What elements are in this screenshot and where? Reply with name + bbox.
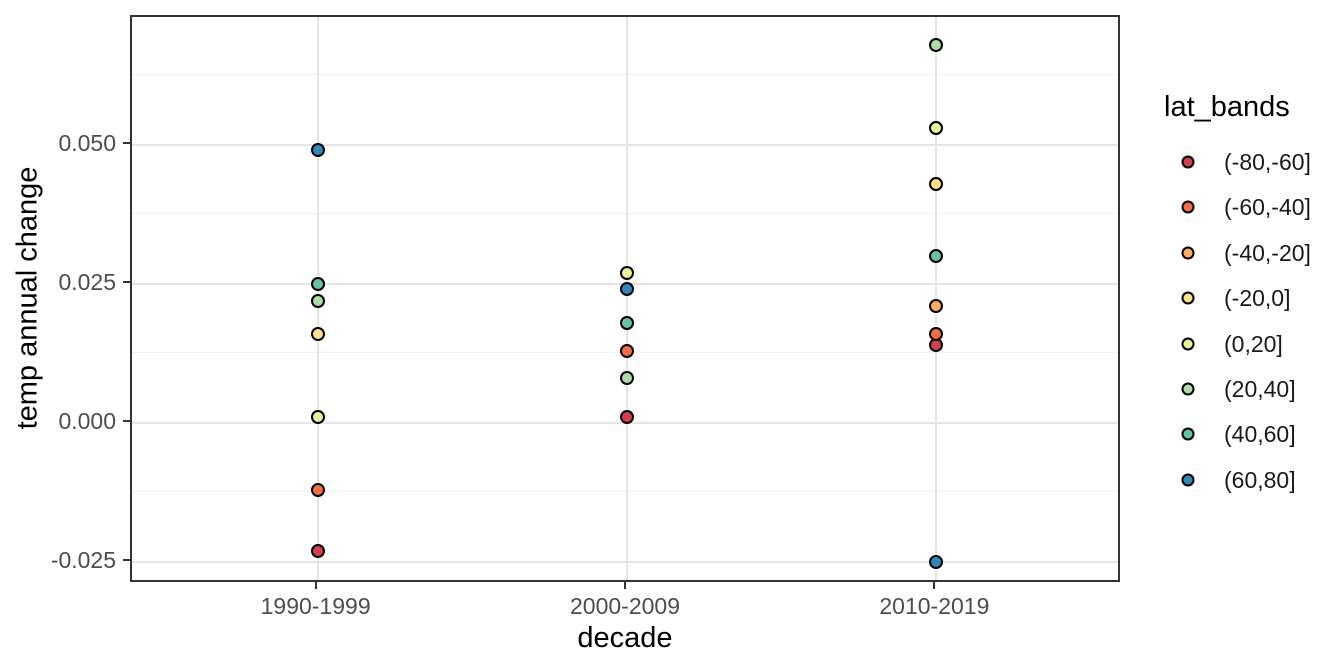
- x-tick-label: 2010-2019: [879, 593, 990, 619]
- minor-gridline: [132, 213, 1118, 215]
- major-gridline: [132, 560, 1118, 563]
- legend-swatch: [1181, 427, 1195, 441]
- data-point: [929, 326, 944, 341]
- category-gridline: [935, 17, 938, 580]
- legend-swatch: [1181, 291, 1195, 305]
- data-point: [620, 371, 634, 386]
- x-tick-label: 1990-1999: [260, 593, 371, 619]
- legend-item-label: (20,40]: [1224, 376, 1296, 402]
- legend-item-label: (-20,0]: [1224, 285, 1291, 312]
- y-axis-tick: [123, 419, 130, 422]
- legend-item-label: (-60,-40]: [1224, 194, 1311, 221]
- data-point: [929, 176, 944, 191]
- y-axis-tick: [123, 141, 130, 144]
- y-tick-label: -0.025: [50, 546, 116, 573]
- minor-gridline: [132, 491, 1118, 493]
- data-point: [620, 410, 634, 425]
- data-point: [929, 121, 944, 136]
- legend-swatch: [1181, 473, 1195, 487]
- data-point: [620, 343, 634, 358]
- data-point: [620, 315, 634, 330]
- x-axis-title: decade: [577, 622, 673, 654]
- data-point: [929, 249, 944, 264]
- data-point: [310, 293, 325, 308]
- legend-title: lat_bands: [1164, 91, 1290, 123]
- major-gridline: [132, 143, 1118, 146]
- legend-swatch: [1181, 200, 1195, 214]
- plot-panel: [130, 15, 1120, 582]
- category-gridline: [626, 17, 628, 580]
- data-point: [310, 482, 325, 497]
- legend-swatch: [1181, 155, 1195, 169]
- x-axis-tick: [624, 582, 626, 589]
- data-point: [310, 410, 325, 425]
- x-axis-tick: [314, 582, 317, 589]
- data-point: [929, 554, 944, 569]
- data-point: [310, 143, 325, 158]
- data-point: [620, 265, 634, 280]
- data-point: [929, 299, 944, 314]
- data-point: [929, 37, 944, 52]
- legend-swatch: [1181, 382, 1195, 396]
- y-tick-label: 0.025: [58, 268, 116, 295]
- data-point: [310, 326, 325, 341]
- data-point: [620, 282, 634, 297]
- legend-item-label: (-40,-20]: [1224, 239, 1311, 266]
- legend-item-label: (60,80]: [1224, 466, 1296, 493]
- legend-item-label: (-80,-60]: [1224, 149, 1311, 175]
- y-tick-label: 0.000: [58, 407, 116, 434]
- y-tick-label: 0.050: [58, 129, 116, 156]
- x-tick-label: 2000-2009: [570, 593, 680, 619]
- minor-gridline: [132, 74, 1118, 76]
- data-point: [310, 276, 325, 291]
- y-axis-tick: [123, 558, 130, 561]
- y-axis-title: temp annual change: [11, 166, 44, 430]
- legend-swatch: [1181, 246, 1195, 260]
- legend-swatch: [1181, 337, 1195, 351]
- legend-item-label: (0,20]: [1224, 330, 1283, 357]
- legend-item-label: (40,60]: [1224, 421, 1296, 448]
- x-axis-tick: [933, 582, 936, 589]
- data-point: [310, 543, 325, 558]
- y-axis-tick: [123, 280, 130, 283]
